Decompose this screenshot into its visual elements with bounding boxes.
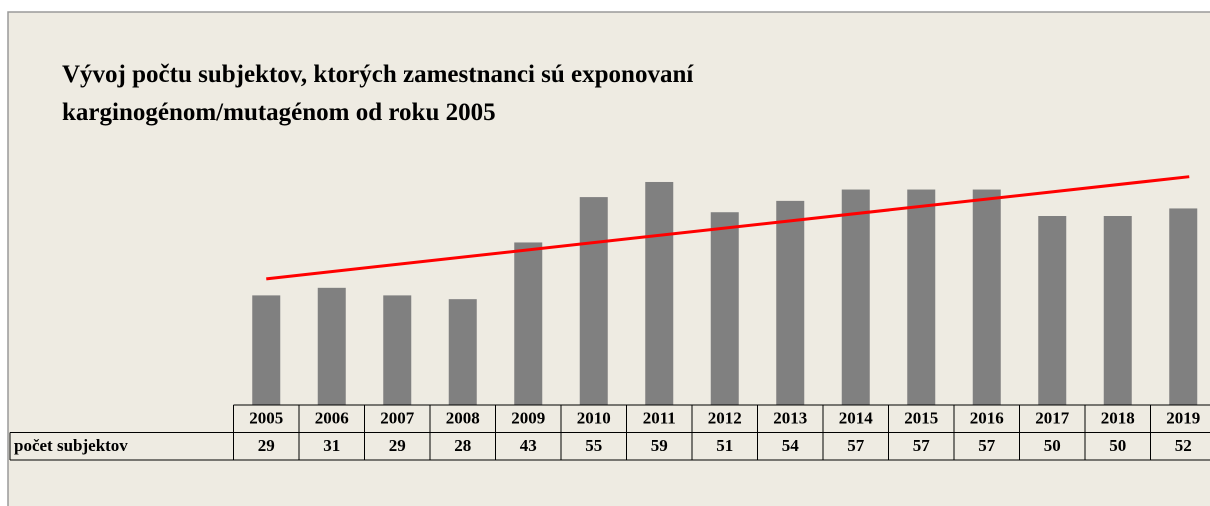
data-label: 31 — [323, 436, 340, 455]
chart-title: Vývoj počtu subjektov, ktorých zamestnan… — [62, 61, 694, 88]
bar — [383, 295, 412, 405]
data-label: 43 — [520, 436, 537, 455]
x-tick-label: 2010 — [577, 409, 611, 428]
data-label: 51 — [716, 436, 733, 455]
chart-area — [7, 11, 1210, 506]
legend-label: počet subjektov — [14, 436, 128, 455]
bar — [1103, 216, 1132, 405]
bar — [907, 189, 936, 405]
x-tick-label: 2009 — [511, 409, 545, 428]
x-tick-label: 2019 — [1166, 409, 1200, 428]
data-label: 54 — [782, 436, 800, 455]
x-tick-label: 2014 — [839, 409, 874, 428]
x-tick-label: 2017 — [1035, 409, 1070, 428]
x-tick-label: 2008 — [446, 409, 480, 428]
bar — [776, 200, 805, 405]
data-label: 55 — [585, 436, 602, 455]
bar — [252, 295, 281, 405]
x-tick-label: 2012 — [708, 409, 742, 428]
data-label: 57 — [847, 436, 865, 455]
data-label: 57 — [978, 436, 996, 455]
bar — [448, 299, 477, 405]
trend-line — [266, 175, 1190, 281]
data-label: 50 — [1044, 436, 1061, 455]
bar — [645, 181, 674, 405]
bar — [1169, 208, 1198, 405]
x-tick-label: 2018 — [1101, 409, 1135, 428]
data-label: 59 — [651, 436, 668, 455]
data-label: 57 — [913, 436, 931, 455]
x-tick-label: 2007 — [380, 409, 415, 428]
data-label: 29 — [389, 436, 406, 455]
bar — [579, 197, 608, 405]
bar — [841, 189, 870, 405]
x-tick-label: 2006 — [315, 409, 349, 428]
x-tick-label: 2013 — [773, 409, 807, 428]
bar — [710, 212, 739, 405]
data-label: 29 — [258, 436, 275, 455]
x-tick-label: 2011 — [643, 409, 676, 428]
data-label: 50 — [1109, 436, 1126, 455]
bar — [972, 189, 1001, 405]
plot: počet subjektov 2005 29 2006 31 2007 29 2008 28 2… — [9, 175, 1210, 461]
bar — [514, 242, 543, 405]
data-label: 28 — [454, 436, 471, 455]
x-tick-label: 2005 — [249, 409, 283, 428]
bar — [1038, 216, 1067, 405]
x-tick-label: 2016 — [970, 409, 1004, 428]
x-tick-label: 2015 — [904, 409, 938, 428]
chart-title: karginogénom/mutagénom od roku 2005 — [62, 99, 496, 126]
data-label: 52 — [1175, 436, 1192, 455]
bar — [317, 287, 346, 405]
